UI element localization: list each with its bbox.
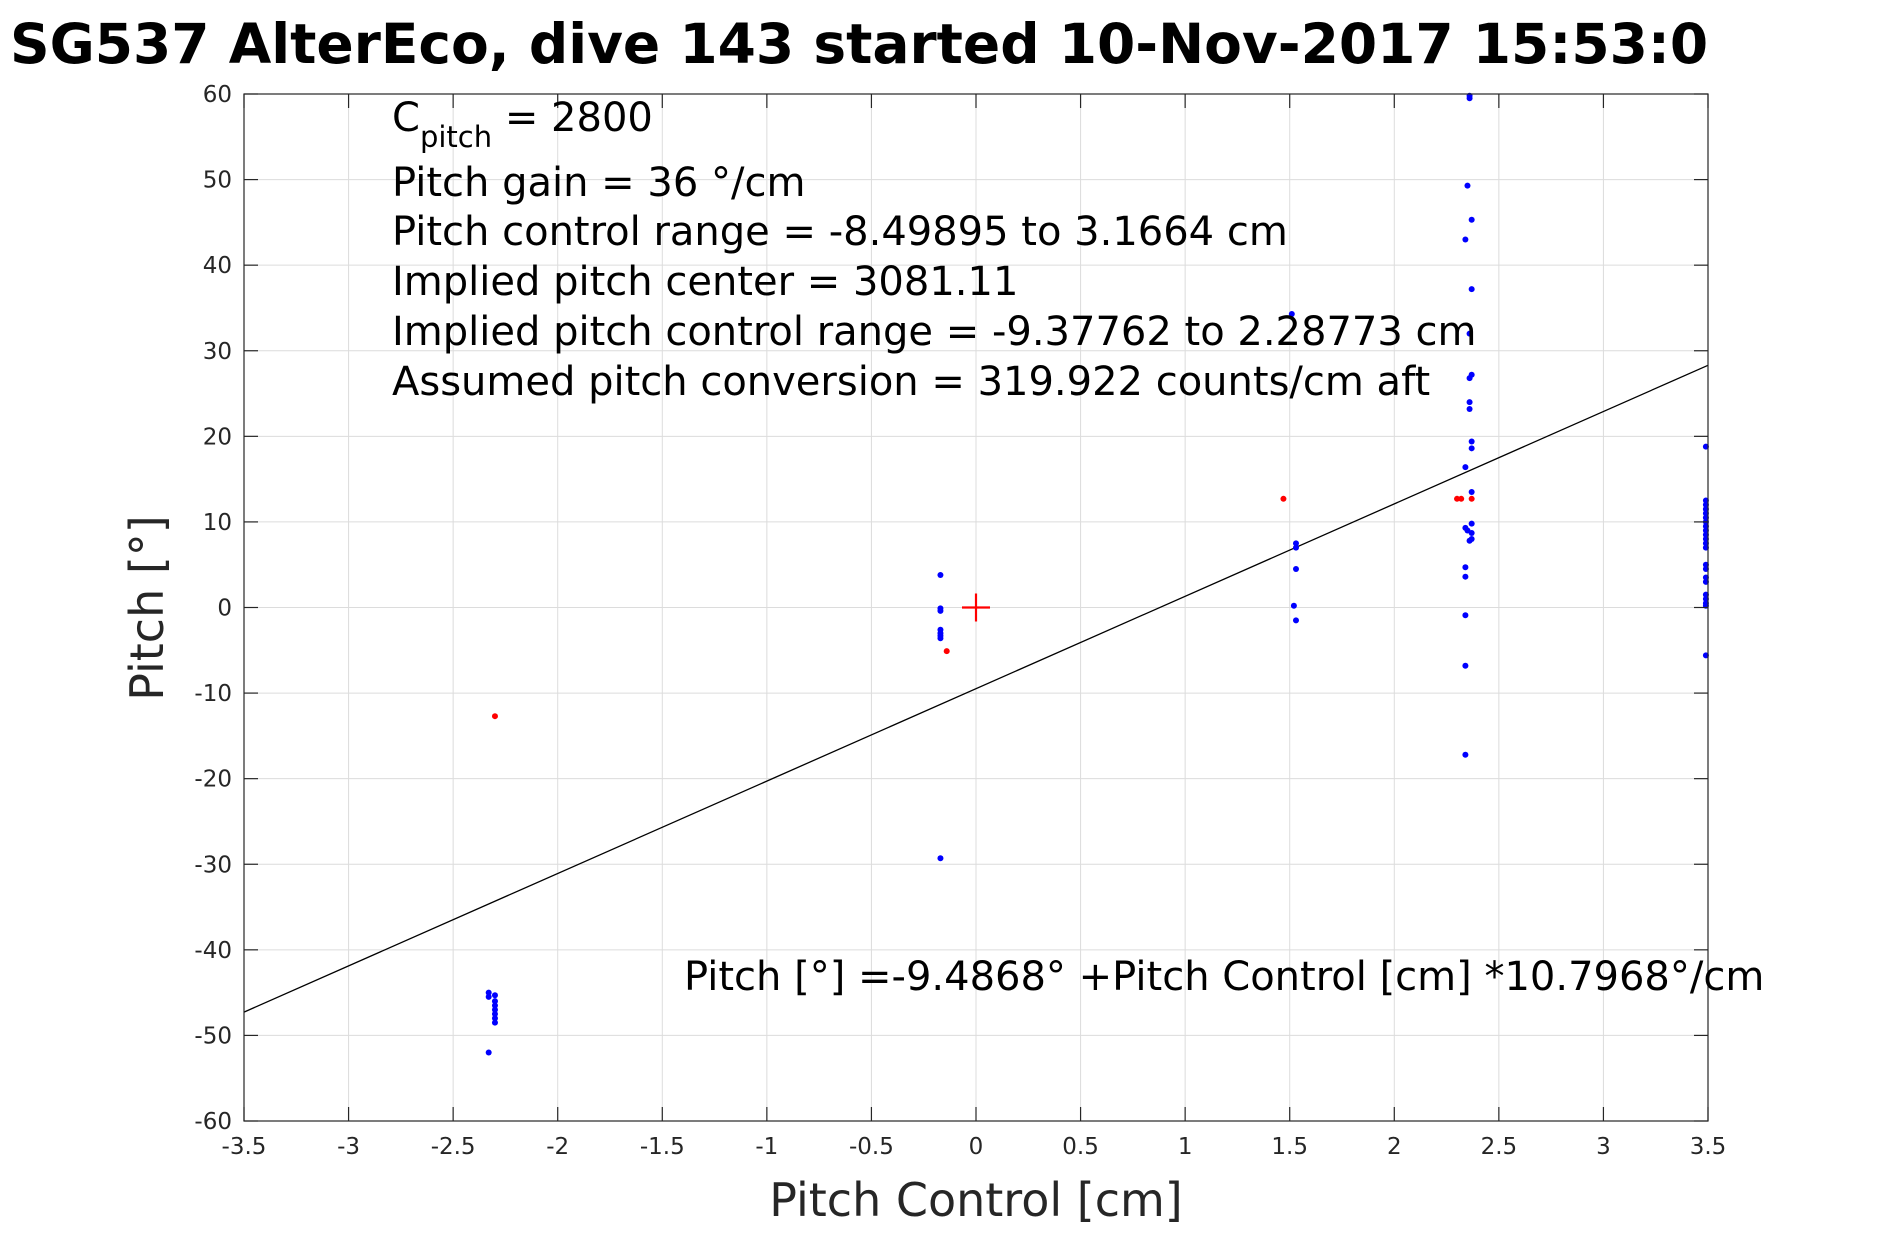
x-tick-label: -1 (755, 1134, 778, 1160)
x-tick-label: 3.5 (1690, 1134, 1727, 1160)
data-point-blue (1292, 617, 1299, 624)
data-point-blue (1462, 464, 1469, 471)
data-point-blue (1462, 662, 1469, 669)
data-point-blue (485, 1049, 492, 1056)
axis-ticks: -3.5 -3 -2.5 -2 -1.5 -1 -0.5 0 0.5 1 1.5 2 2.5 3 3.5 -6… (194, 82, 1726, 1160)
data-point-blue (1466, 399, 1473, 406)
data-point-red (1280, 495, 1287, 502)
annotation-block: Cpitch = 2800 Pitch gain = 36 °/cm Pitch… (392, 95, 1476, 405)
annotation-line-pitch-gain: Pitch gain = 36 °/cm (392, 160, 805, 206)
data-point-blue (1468, 438, 1475, 445)
x-tick-label: 1 (1178, 1134, 1193, 1160)
y-axis-label: Pitch [°] (120, 515, 174, 701)
data-point-blue (1468, 530, 1475, 537)
data-point-blue (485, 993, 492, 1000)
y-tick-label: -20 (194, 767, 232, 793)
x-tick-label: -3 (337, 1134, 360, 1160)
y-tick-label: -60 (194, 1109, 232, 1135)
y-tick-label: 20 (203, 424, 232, 450)
data-point-blue (1466, 405, 1473, 412)
data-point-blue (1466, 537, 1473, 544)
data-point-blue (937, 607, 944, 614)
y-tick-label: 60 (203, 82, 232, 108)
data-point-red (491, 713, 498, 720)
data-point-red (1454, 495, 1461, 502)
data-point-blue (1468, 520, 1475, 527)
fit-line (243, 364, 1709, 1013)
data-point-blue (485, 989, 492, 996)
data-point-blue (1292, 565, 1299, 572)
chart-title: SG537 AlterEco, dive 143 started 10-Nov-… (10, 12, 1708, 76)
fit-line-layer (243, 364, 1709, 1013)
y-tick-label: 30 (203, 339, 232, 365)
y-tick-label: -30 (194, 852, 232, 878)
data-point-blue (1292, 544, 1299, 551)
x-tick-label: -2.5 (431, 1134, 476, 1160)
data-point-blue (1466, 330, 1473, 337)
data-point-blue (1462, 573, 1469, 580)
data-point-blue (937, 635, 944, 642)
y-tick-label: 10 (203, 510, 232, 536)
data-point-blue (1462, 612, 1469, 619)
c-pitch-value: = 2800 (492, 95, 653, 141)
data-point-blue (1464, 182, 1471, 189)
data-point-blue (1466, 375, 1473, 382)
data-point-red (1458, 495, 1465, 502)
x-tick-label: 0 (969, 1134, 984, 1160)
y-tick-label: 50 (203, 168, 232, 194)
data-point-blue (1462, 751, 1469, 758)
annotation-line-implied-range: Implied pitch control range = -9.37762 t… (392, 309, 1476, 355)
x-tick-label: -2 (546, 1134, 569, 1160)
c-pitch-annotation: Cpitch = 2800 (392, 95, 653, 154)
annotation-line-conversion: Assumed pitch conversion = 319.922 count… (392, 359, 1430, 405)
fit-equation-label: Pitch [°] =-9.4868° +Pitch Control [cm] … (684, 954, 1764, 1000)
data-point-blue (1468, 216, 1475, 223)
data-point-blue (1288, 310, 1295, 317)
data-point-blue (491, 1011, 498, 1018)
annotation-line-pitch-center: Implied pitch center = 3081.11 (392, 259, 1018, 305)
x-tick-label: 3 (1596, 1134, 1611, 1160)
data-point-blue (1462, 236, 1469, 243)
y-tick-label: 40 (203, 253, 232, 279)
x-tick-label: -3.5 (222, 1134, 267, 1160)
data-point-blue (1468, 286, 1475, 293)
y-tick-label: 0 (217, 596, 232, 622)
x-tick-label: -0.5 (849, 1134, 894, 1160)
x-tick-label: 2 (1387, 1134, 1402, 1160)
data-point-blue (491, 998, 498, 1005)
data-point-blue (491, 992, 498, 999)
data-point-blue (1290, 602, 1297, 609)
center-marker (962, 593, 990, 622)
c-pitch-subscript: pitch (420, 120, 492, 154)
data-point-blue (1468, 488, 1475, 495)
x-tick-label: 1.5 (1271, 1134, 1308, 1160)
data-point-blue (491, 1006, 498, 1013)
y-tick-label: -40 (194, 938, 232, 964)
c-pitch-main: C (392, 95, 420, 141)
x-axis-label: Pitch Control [cm] (769, 1173, 1183, 1227)
data-point-blue (491, 1015, 498, 1022)
data-point-blue (937, 571, 944, 578)
data-point-blue (491, 1002, 498, 1009)
y-tick-label: -50 (194, 1023, 232, 1049)
data-point-red (1468, 495, 1475, 502)
data-point-blue (1292, 540, 1299, 547)
x-tick-label: -1.5 (640, 1134, 685, 1160)
data-point-blue (937, 855, 944, 862)
data-point-red (943, 648, 950, 655)
data-point-blue (491, 1019, 498, 1026)
data-point-blue (1462, 564, 1469, 571)
data-point-blue (1468, 445, 1475, 452)
y-tick-label: -10 (194, 681, 232, 707)
annotation-line-control-range: Pitch control range = -8.49895 to 3.1664… (392, 209, 1288, 255)
x-tick-label: 0.5 (1062, 1134, 1099, 1160)
x-tick-label: 2.5 (1481, 1134, 1518, 1160)
